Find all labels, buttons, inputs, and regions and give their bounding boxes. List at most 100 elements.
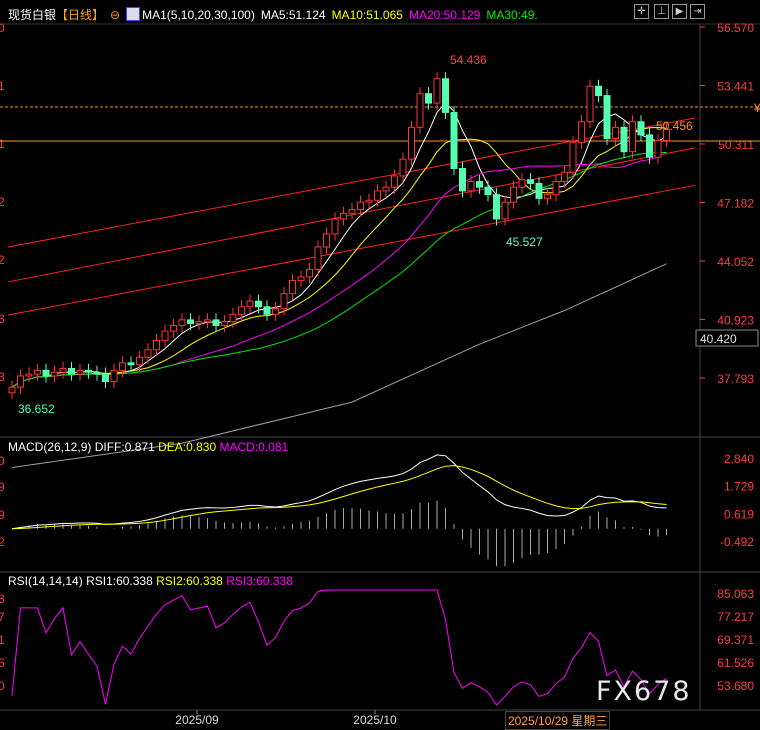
- rsi-name[interactable]: RSI(14,14,14): [8, 574, 83, 588]
- price-tick-label: 53.441: [717, 79, 754, 93]
- candle: [331, 218, 339, 235]
- candle: [374, 190, 381, 201]
- ma30-value: MA30:49.: [486, 8, 538, 22]
- candle: [85, 369, 92, 373]
- candle: [255, 300, 262, 308]
- current-price-box: [695, 329, 759, 347]
- rsi-tick-label: 53.680: [717, 679, 754, 693]
- candle: [646, 134, 653, 158]
- candle: [629, 121, 636, 153]
- high-annotation: 54.436: [450, 53, 487, 67]
- price-tick-label: 47.182: [717, 196, 754, 210]
- left-edge-label: 1: [0, 137, 5, 151]
- rsi-tick-label: 61.526: [717, 656, 754, 670]
- ma10-line: [11, 127, 667, 388]
- candle: [76, 369, 84, 375]
- candle: [323, 233, 330, 248]
- left-edge-label: 0: [0, 454, 5, 468]
- left-edge-label: 6: [0, 656, 5, 670]
- candle: [59, 367, 67, 373]
- candle: [289, 280, 296, 295]
- candle: [476, 181, 483, 188]
- candle: [578, 121, 585, 143]
- candle: [552, 181, 560, 196]
- candle: [595, 85, 602, 97]
- candle: [204, 319, 211, 323]
- crosshair-icon[interactable]: ✛: [634, 4, 649, 19]
- ma5-line: [11, 102, 667, 388]
- candle: [348, 209, 356, 214]
- candle: [510, 186, 517, 203]
- period-label[interactable]: 【日线】: [56, 8, 105, 22]
- price-tick-label: 44.052: [717, 255, 754, 269]
- candle: [170, 324, 177, 332]
- price-tick-label: 56.570: [717, 21, 754, 35]
- cursor-date-label: 2025/10/29 星期三: [505, 711, 611, 730]
- candle: [603, 95, 611, 140]
- candle: [263, 306, 271, 315]
- candle: [110, 369, 118, 383]
- rsi-tick-label: 77.217: [717, 610, 754, 624]
- left-edge-label: 1: [0, 633, 5, 647]
- rsi-line: [11, 589, 667, 706]
- rsi-legend: RSI(14,14,14) RSI1:60.338 RSI2:60.338 RS…: [8, 574, 293, 588]
- candle: [297, 276, 305, 282]
- candle: [637, 121, 645, 136]
- candle: [416, 93, 424, 128]
- left-edge-label: 9: [0, 480, 5, 494]
- rsi2-value: RSI2:60.338: [156, 574, 223, 588]
- left-edge-label: 0: [0, 679, 5, 693]
- candle: [153, 339, 160, 351]
- exit-icon[interactable]: ⇥: [690, 4, 705, 19]
- candle: [178, 319, 186, 326]
- left-edge-label: 0: [0, 21, 5, 35]
- candle: [272, 308, 279, 315]
- candle: [102, 373, 109, 383]
- instrument-name: 现货白银: [8, 8, 57, 22]
- left-edge-label: 1: [0, 79, 5, 93]
- indicator-name[interactable]: MA1(5,10,20,30,100): [142, 8, 255, 22]
- candle: [195, 321, 203, 325]
- candle: [238, 306, 245, 315]
- play-icon[interactable]: ▶: [672, 4, 687, 19]
- candle: [127, 362, 135, 366]
- candle: [501, 201, 509, 220]
- candle: [144, 349, 152, 358]
- candle: [187, 319, 194, 325]
- macd-legend: MACD(26,12,9) DIFF:0.871 DEA:0.830 MACD:…: [8, 440, 288, 454]
- dea-line: [11, 465, 667, 530]
- diff-line: [11, 454, 667, 530]
- candle: [425, 93, 432, 104]
- left-edge-label: 9: [0, 508, 5, 522]
- ma10-value: MA10:51.065: [331, 8, 403, 22]
- left-edge-label: 3: [0, 592, 5, 606]
- candle: [663, 128, 670, 141]
- settings-icon[interactable]: ⊖: [110, 8, 121, 22]
- left-edge-label: 2: [0, 535, 5, 549]
- zoom-in-icon[interactable]: ⊥: [654, 4, 669, 19]
- candle: [493, 194, 500, 220]
- candle: [620, 126, 628, 153]
- ma5-value: MA5:51.124: [260, 8, 326, 22]
- candle: [93, 371, 101, 375]
- candle: [408, 126, 415, 160]
- candle: [459, 167, 466, 192]
- candle: [442, 78, 449, 113]
- candle: [484, 186, 492, 196]
- candle: [433, 78, 441, 104]
- trend-channel-line: [7, 184, 696, 316]
- candle: [382, 186, 390, 192]
- rsi1-value: RSI1:60.338: [86, 574, 153, 588]
- candle: [17, 375, 24, 388]
- candle: [535, 182, 543, 199]
- candle: [654, 139, 662, 158]
- watermark-logo: FX678: [596, 676, 692, 707]
- macd-name[interactable]: MACD(26,12,9): [8, 440, 92, 454]
- candle: [42, 369, 50, 377]
- left-edge-label: 3: [0, 370, 5, 384]
- candle: [212, 319, 220, 326]
- candle: [68, 367, 75, 375]
- low-annotation: 36.652: [18, 402, 55, 416]
- candle: [391, 175, 398, 188]
